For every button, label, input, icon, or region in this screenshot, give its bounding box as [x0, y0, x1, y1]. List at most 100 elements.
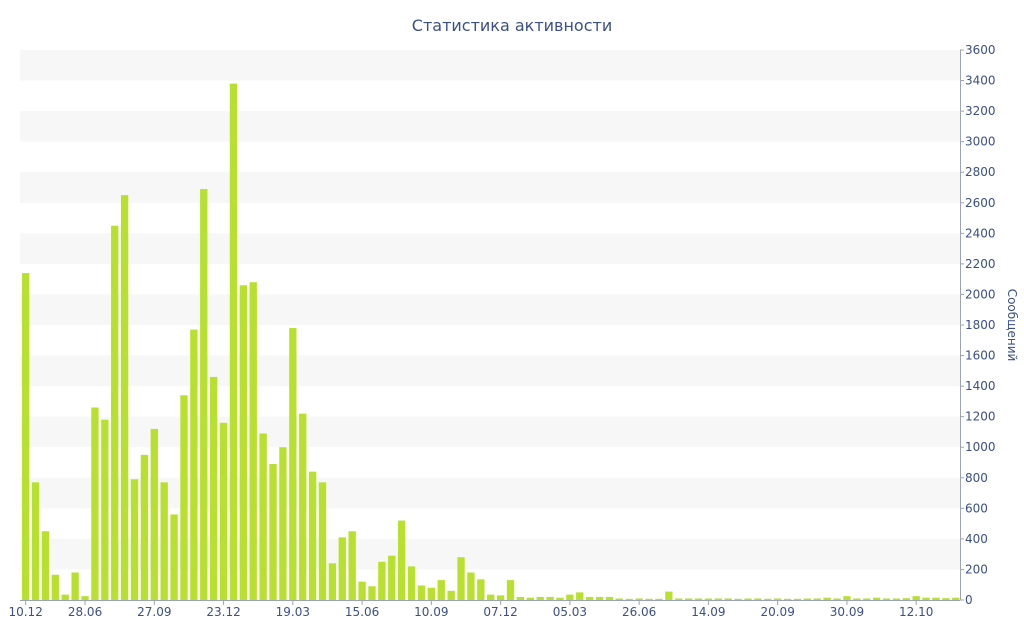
bar[interactable] [210, 376, 218, 600]
bar[interactable] [645, 598, 653, 600]
bar[interactable] [487, 594, 495, 600]
bar[interactable] [704, 598, 713, 600]
bar[interactable] [655, 598, 663, 600]
bar[interactable] [229, 83, 238, 601]
bar[interactable] [526, 597, 534, 600]
bar[interactable] [952, 597, 960, 600]
bar[interactable] [912, 596, 920, 600]
x-tick-label: 07.12 [483, 605, 517, 619]
bar[interactable] [269, 464, 277, 600]
bar[interactable] [694, 598, 703, 600]
bar[interactable] [31, 482, 40, 600]
bar[interactable] [625, 598, 633, 600]
bar[interactable] [111, 225, 119, 600]
bar[interactable] [843, 596, 851, 600]
bar[interactable] [170, 514, 178, 600]
x-tick-label: 27.09 [137, 605, 171, 619]
bar[interactable] [536, 596, 544, 600]
bar[interactable] [150, 428, 158, 600]
bar[interactable] [635, 598, 643, 600]
bar[interactable] [922, 597, 930, 600]
bar[interactable] [823, 597, 831, 600]
bar[interactable] [417, 585, 426, 600]
bar[interactable] [665, 591, 673, 600]
bar[interactable] [684, 598, 693, 600]
bar[interactable] [180, 395, 188, 600]
bar[interactable] [734, 598, 742, 600]
bar[interactable] [308, 471, 317, 600]
bar[interactable] [714, 598, 722, 600]
bar[interactable] [318, 482, 327, 600]
bar[interactable] [447, 590, 455, 600]
bar[interactable] [744, 598, 752, 600]
bar[interactable] [249, 282, 257, 600]
bar[interactable] [61, 594, 69, 600]
bar[interactable] [200, 189, 208, 600]
bar[interactable] [289, 328, 297, 600]
bar[interactable] [398, 520, 406, 600]
bar[interactable] [279, 447, 287, 600]
bar[interactable] [101, 419, 109, 600]
bar[interactable] [833, 598, 841, 600]
bar[interactable] [437, 580, 445, 600]
bar[interactable] [813, 598, 821, 600]
chart-title: Статистика активности [412, 16, 612, 35]
bar[interactable] [467, 572, 475, 601]
bar[interactable] [675, 598, 683, 600]
bar[interactable] [219, 422, 228, 600]
bar[interactable] [358, 581, 366, 600]
bar[interactable] [299, 413, 307, 600]
y-tick-label: 3200 [965, 104, 996, 118]
bar[interactable] [724, 598, 732, 600]
bar[interactable] [81, 596, 89, 600]
bar[interactable] [615, 598, 624, 600]
bar[interactable] [71, 572, 79, 601]
bar[interactable] [120, 195, 129, 600]
bar[interactable] [892, 598, 901, 600]
bar[interactable] [190, 329, 198, 600]
bar[interactable] [546, 596, 554, 600]
bar[interactable] [595, 596, 604, 600]
bar[interactable] [803, 598, 812, 600]
bar[interactable] [378, 561, 386, 600]
bar[interactable] [566, 594, 574, 600]
bar[interactable] [328, 563, 337, 600]
grid-band [20, 50, 960, 81]
bar[interactable] [140, 454, 149, 600]
bar[interactable] [882, 598, 891, 600]
bar[interactable] [338, 537, 346, 600]
bar[interactable] [556, 597, 564, 600]
bar[interactable] [793, 598, 802, 600]
bar[interactable] [764, 598, 772, 600]
bar[interactable] [932, 597, 940, 600]
bar[interactable] [872, 597, 881, 600]
bar[interactable] [22, 273, 30, 600]
bar[interactable] [774, 598, 782, 600]
bar[interactable] [477, 579, 485, 600]
bar[interactable] [388, 555, 396, 600]
bar[interactable] [51, 574, 60, 600]
bar[interactable] [130, 479, 139, 600]
bar[interactable] [457, 557, 465, 600]
bar[interactable] [942, 598, 950, 600]
bar[interactable] [853, 598, 861, 600]
bar[interactable] [902, 598, 910, 600]
bar[interactable] [496, 595, 505, 600]
bar[interactable] [160, 482, 168, 600]
bar[interactable] [516, 596, 525, 600]
bar[interactable] [783, 598, 792, 600]
bar[interactable] [239, 285, 248, 600]
bar[interactable] [586, 596, 594, 600]
bar[interactable] [407, 566, 416, 600]
bar[interactable] [368, 586, 376, 600]
bar[interactable] [576, 592, 584, 600]
bar[interactable] [863, 598, 871, 600]
bar[interactable] [259, 433, 267, 600]
bar[interactable] [754, 598, 762, 600]
bar[interactable] [427, 587, 436, 600]
bar[interactable] [41, 531, 50, 600]
bar[interactable] [605, 596, 614, 600]
bar[interactable] [506, 580, 515, 600]
bar[interactable] [91, 407, 99, 601]
bar[interactable] [348, 531, 356, 600]
